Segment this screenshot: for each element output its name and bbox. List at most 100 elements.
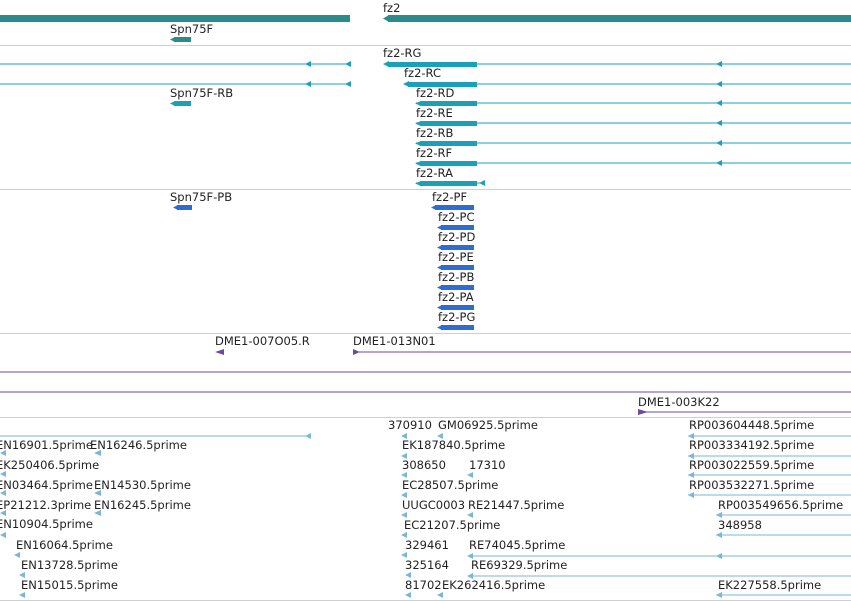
transcript-label-fz2-rc[interactable]: fz2-RC [404,66,441,80]
est-label[interactable]: EP21212.3prime [0,498,92,512]
transcript-arrow [716,81,722,87]
transcript-label-fz2-rd[interactable]: fz2-RD [416,86,455,100]
clone-marker-007o05[interactable] [215,349,224,355]
est-label[interactable]: RP003549656.5prime [718,498,844,512]
transcript-label-fz2-rg[interactable]: fz2-RG [383,46,422,60]
transcript-label-spn75f-rb[interactable]: Spn75F-RB [170,86,234,100]
est-label[interactable]: 348958 [718,518,762,532]
est-arrow [19,572,25,578]
est-arrow [405,592,411,598]
protein-label-fz2-pe[interactable]: fz2-PE [438,250,474,264]
transcript-arrow [415,101,421,106]
clone-label-007o05[interactable]: DME1-007O05.R [215,334,310,348]
est-arrow [305,433,311,439]
est-label[interactable]: EN03464.5prime [0,478,93,492]
protein-arrow [437,245,442,250]
est-label[interactable]: RE69329.5prime [471,558,568,572]
est-arrow [19,592,25,598]
gene-bar-left[interactable] [0,15,350,22]
protein-label-spn75f-pb[interactable]: Spn75F-PB [170,190,233,204]
track-separator [0,333,851,334]
est-label[interactable]: EK250406.5prime [0,458,100,472]
protein-bar-fz2-pa[interactable] [441,305,474,310]
est-label[interactable]: EN13728.5prime [21,558,118,572]
protein-bar-fz2-pg[interactable] [441,325,474,330]
protein-bar-spn75f-pb[interactable] [177,205,192,210]
est-arrow [0,471,6,477]
transcript-exon-fz2-re[interactable] [420,121,477,126]
est-label[interactable]: EK227558.5prime [718,578,822,592]
transcript-exon-fz2-rc[interactable] [408,82,477,87]
gene-label-spn75f[interactable]: Spn75F [170,22,214,36]
clone-marker-003k22 [638,409,648,415]
clone-label-003k22[interactable]: DME1-003K22 [638,395,720,409]
est-arrow [401,552,407,558]
protein-track [173,205,474,330]
gene-bar-fz2[interactable] [388,15,851,22]
protein-bar-fz2-pf[interactable] [435,205,474,210]
est-label[interactable]: EN16245.5prime [94,498,191,512]
transcript-exon-fz2-rg[interactable] [388,62,477,67]
est-arrow [94,450,101,456]
gene-label-fz2[interactable]: fz2 [383,1,401,15]
protein-label-fz2-pd[interactable]: fz2-PD [438,230,476,244]
clone-track [0,349,851,415]
est-label[interactable]: EC21207.5prime [404,518,501,532]
est-label[interactable]: RP003334192.5prime [689,438,815,452]
est-label[interactable]: RP003604448.5prime [689,418,815,432]
transcript-exon-fz2-rb[interactable] [420,141,477,146]
est-label[interactable]: 325164 [405,558,449,572]
protein-bar-fz2-pc[interactable] [441,225,474,230]
est-label[interactable]: EN16901.5prime [0,438,93,452]
transcript-label-fz2-ra[interactable]: fz2-RA [416,166,453,180]
protein-arrow [437,305,442,310]
transcript-arrow [415,181,421,186]
protein-bar-fz2-pd[interactable] [441,245,474,250]
gene-track [0,15,851,42]
protein-label-fz2-pf[interactable]: fz2-PF [432,190,468,204]
est-label[interactable]: RE21447.5prime [468,498,565,512]
est-label[interactable]: 81702 [405,578,442,592]
est-label[interactable]: EN15015.5prime [21,578,118,592]
protein-bar-fz2-pe[interactable] [441,265,474,270]
transcript-exon-fz2-rf[interactable] [420,161,477,166]
transcript-label-fz2-rf[interactable]: fz2-RF [416,146,453,160]
protein-bar-fz2-pb[interactable] [441,285,474,290]
est-label[interactable]: EN14530.5prime [94,478,191,492]
transcript-exon-spn75f-rb[interactable] [174,101,191,106]
est-label[interactable]: 370910 [388,418,432,432]
est-label[interactable]: EC28507.5prime [402,478,499,492]
est-label[interactable]: 17310 [469,458,506,472]
est-label[interactable]: UUGC0003 [402,498,466,512]
transcript-arrow [716,100,722,106]
est-label[interactable]: RE74045.5prime [469,538,566,552]
est-label[interactable]: EN10904.5prime [0,517,93,531]
est-label[interactable]: EK187840.5prime [402,438,506,452]
transcript-label-fz2-re[interactable]: fz2-RE [416,106,453,120]
transcript-arrow [415,161,421,166]
protein-label-fz2-pc[interactable]: fz2-PC [438,210,475,224]
est-label[interactable]: EK262416.5prime [442,578,546,592]
est-label[interactable]: GM06925.5prime [438,418,538,432]
protein-label-fz2-pb[interactable]: fz2-PB [438,270,475,284]
est-label[interactable]: RP003022559.5prime [689,458,815,472]
est-arrow [716,512,722,518]
transcript-exon-fz2-ra[interactable] [420,181,477,186]
protein-label-fz2-pa[interactable]: fz2-PA [438,290,474,304]
est-arrow [0,450,6,456]
transcript-label-fz2-rb[interactable]: fz2-RB [416,126,454,140]
est-arrow [437,433,443,439]
clone-label-013n01[interactable]: DME1-013N01 [353,334,436,348]
protein-arrow [431,205,436,210]
est-label[interactable]: RP003532271.5prime [689,478,815,492]
est-label[interactable]: EN16064.5prime [16,538,113,552]
est-label[interactable]: 329461 [405,538,449,552]
est-label[interactable]: EN16246.5prime [90,438,187,452]
est-label[interactable]: 308650 [402,458,446,472]
gene-bar-spn75f[interactable] [174,37,191,42]
protein-label-fz2-pg[interactable]: fz2-PG [438,310,476,324]
transcript-exon-fz2-rd[interactable] [420,101,477,106]
transcript-arrow [415,141,421,146]
protein-arrow [437,325,442,330]
est-track [0,433,851,598]
